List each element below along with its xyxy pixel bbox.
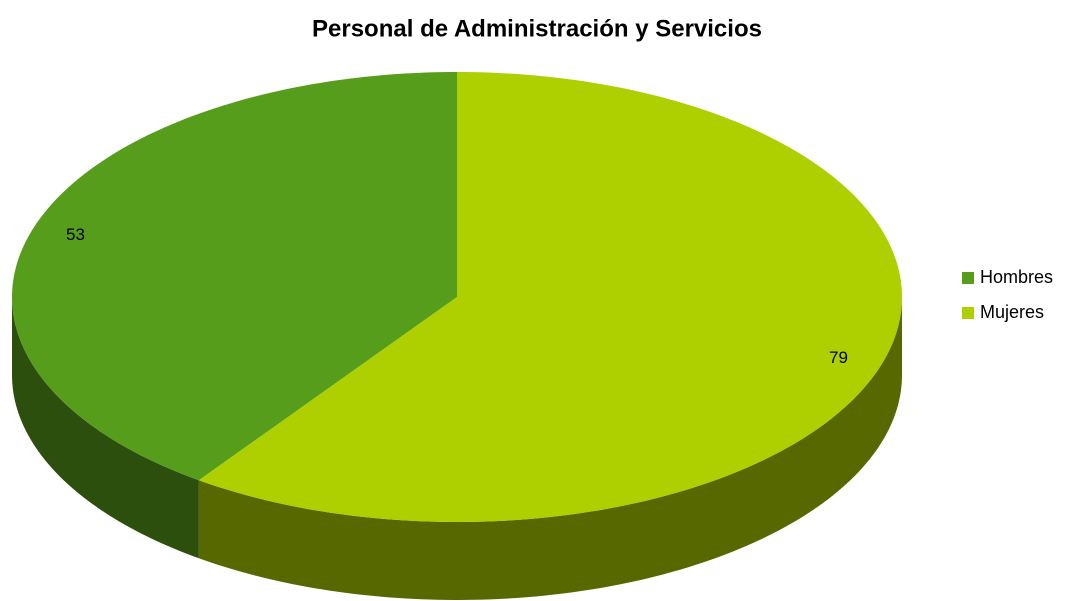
data-label: 79 [829,348,848,367]
data-label: 53 [66,225,85,244]
legend-label: Mujeres [980,302,1044,322]
pie-side [12,297,199,559]
pie-slice [12,72,457,481]
legend-label: Hombres [980,267,1053,287]
legend-swatch [962,307,974,319]
legend-swatch [962,272,974,284]
pie-side [198,297,902,600]
chart-title: Personal de Administración y Servicios [312,15,762,42]
pie-slice [198,72,902,522]
